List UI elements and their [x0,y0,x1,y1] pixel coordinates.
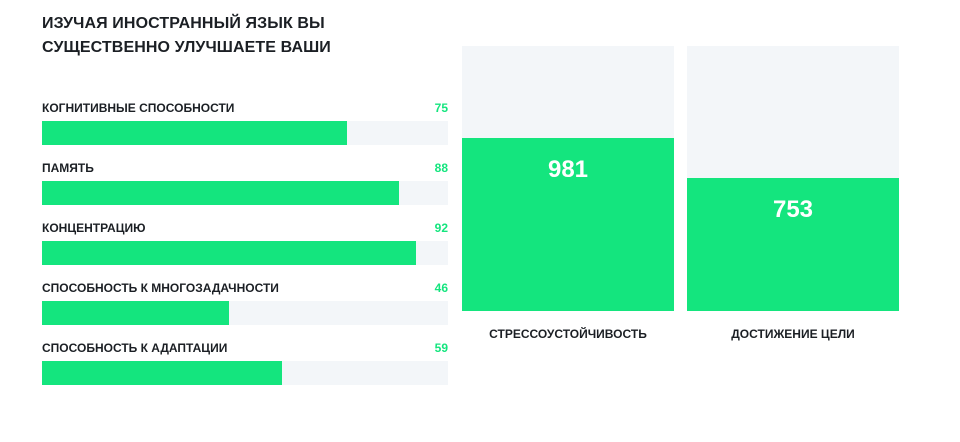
bar [42,121,347,145]
bar-track [42,181,448,205]
bar-label: СТРЕССОУСТОЙЧИВОСТЬ [489,327,647,341]
bar-track [42,121,448,145]
bar-label: КОГНИТИВНЫЕ СПОСОБНОСТИ [42,101,235,115]
bar [42,241,416,265]
data-label: 46 [434,281,448,295]
chart-title-line-2: СУЩЕСТВЕННО УЛУЧШАЕТЕ ВАШИ [42,39,331,56]
bar-column: 981 [462,46,674,311]
bar-label: ПАМЯТЬ [42,161,94,175]
bar-label: СПОСОБНОСТЬ К МНОГОЗАДАЧНОСТИ [42,281,279,295]
data-label: 753 [772,196,814,223]
bar-label: СПОСОБНОСТЬ К АДАПТАЦИИ [42,341,228,355]
chart-title-line-1: ИЗУЧАЯ ИНОСТРАННЫЙ ЯЗЫК ВЫ [42,15,325,32]
bar [42,361,282,385]
bar: 981 [462,138,674,311]
bar-row: СПОСОБНОСТЬ К МНОГОЗАДАЧНОСТИ 46 [42,276,448,336]
bar-row: ПАМЯТЬ 88 [42,156,448,216]
bar [42,181,399,205]
data-label: 59 [434,341,448,355]
bar-column: 753 [687,46,899,311]
data-label: 981 [547,156,589,183]
bar-track [42,301,448,325]
bar-row: КОГНИТИВНЫЕ СПОСОБНОСТИ 75 [42,96,448,156]
chart-title: ИЗУЧАЯ ИНОСТРАННЫЙ ЯЗЫК ВЫ СУЩЕСТВЕННО У… [42,12,442,60]
bar-row: КОНЦЕНТРАЦИЮ 92 [42,216,448,276]
data-label: 88 [434,161,448,175]
data-label: 92 [434,221,448,235]
bar-row: СПОСОБНОСТЬ К АДАПТАЦИИ 59 [42,336,448,396]
bar [42,301,229,325]
bar-label: КОНЦЕНТРАЦИЮ [42,221,146,235]
bar-label: ДОСТИЖЕНИЕ ЦЕЛИ [731,327,855,341]
horizontal-bar-chart: КОГНИТИВНЫЕ СПОСОБНОСТИ 75 ПАМЯТЬ 88 КОНЦЕНТ… [42,96,448,396]
bar-track [42,361,448,385]
bar-track [42,241,448,265]
bar: 753 [687,178,899,311]
data-label: 75 [434,101,448,115]
